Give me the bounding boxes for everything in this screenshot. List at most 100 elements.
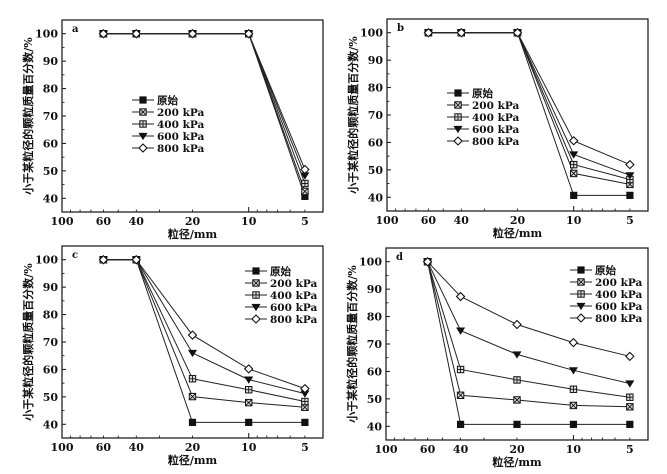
x-tick-label: 100 [51,441,74,454]
legend-item: 原始 [447,87,493,100]
data-point [243,28,254,39]
legend-marker [454,101,462,109]
legend-marker [454,89,462,97]
y-axis-title: 小于某粒径的颗粒质量百分数/% [346,36,360,195]
legend-label: 200 kPa [595,277,642,289]
chart-panel-a: 40 50 60 70 80 90 100 100 60 40 20 10 5 粒径/mm 小于某粒径的颗粒… [21,19,324,241]
legend-label: 800 kPa [472,136,519,148]
y-tick-label: 40 [43,192,59,205]
series-markers-4 [98,254,310,394]
x-tick-label: 20 [510,214,526,227]
legend-label: 400 kPa [157,119,204,131]
legend-label: 原始 [270,265,291,278]
y-tick-label: 50 [43,391,59,404]
y-tick-label: 70 [367,338,383,351]
data-point [301,418,309,426]
chart-panel-d: 40 50 60 70 80 90 100 100 60 40 20 10 5 粒径/mm 小于某粒径的颗粒… [345,247,649,469]
data-point [188,418,197,426]
legend-label: 200 kPa [157,107,204,119]
x-tick-label: 60 [421,214,437,227]
legend-marker [139,96,147,104]
data-point [422,256,433,267]
data-point [244,376,254,384]
x-tick-label: 40 [453,443,469,456]
legend-label: 原始 [595,264,616,277]
data-point [188,375,197,383]
data-point [423,27,434,38]
y-tick-label: 90 [368,54,384,67]
y-tick-label: 50 [43,165,59,178]
legend-marker [139,120,147,128]
y-axis-title: 小于某粒径的颗粒质量百分数/% [21,263,35,422]
y-tick-label: 40 [367,420,383,433]
y-tick-label: 60 [368,136,384,149]
legend-label: 200 kPa [472,100,519,112]
x-tick-label: 5 [626,443,634,456]
legend-label: 200 kPa [270,278,317,290]
legend-item: 原始 [245,265,291,278]
data-point [513,420,521,428]
x-axis-title: 粒径/mm [168,227,218,241]
data-point [513,396,521,404]
legend-item: 200 kPa [245,278,317,290]
legend-item: 400 kPa [132,119,204,131]
x-tick-label: 20 [185,215,201,228]
x-tick-label: 60 [96,441,112,454]
legend-marker [577,278,585,286]
legend-marker [577,266,585,274]
y-tick-label: 80 [368,82,384,95]
y-tick-label: 100 [359,256,382,269]
x-axis-title: 粒径/mm [168,453,218,467]
data-point [568,367,578,375]
data-point [625,159,635,170]
y-tick-label: 80 [367,311,383,324]
y-tick-label: 80 [43,309,59,322]
data-point [456,27,467,38]
legend-item: 800 kPa [132,143,204,155]
data-point [569,151,579,159]
data-point [301,397,309,406]
legend-label: 600 kPa [270,302,317,314]
y-tick-label: 80 [43,83,59,96]
data-point [301,179,309,188]
y-tick-label: 100 [35,254,58,267]
data-point [187,349,198,358]
panel-letter: d [396,252,403,263]
legend-marker [454,113,462,121]
legend-item: 600 kPa [447,124,519,136]
data-point [301,187,309,196]
legend-item: 800 kPa [570,313,642,325]
legend-label: 800 kPa [157,143,204,155]
legend-item: 原始 [132,94,178,107]
data-point [131,254,142,265]
legend-item: 400 kPa [570,289,642,301]
x-tick-label: 60 [420,443,436,456]
legend-label: 600 kPa [472,124,519,136]
data-point [243,364,254,374]
data-point [625,172,635,180]
legend-marker [138,143,148,153]
legend-item: 400 kPa [245,290,317,302]
y-tick-label: 90 [367,283,383,296]
legend-marker [453,136,463,146]
y-tick-label: 100 [360,27,383,40]
data-point [456,420,465,428]
x-tick-label: 5 [626,214,634,227]
data-point [569,420,578,428]
y-tick-label: 40 [43,418,59,431]
data-point [98,254,109,265]
data-point [570,191,578,199]
legend-marker [138,132,148,141]
legend-item: 原始 [570,264,616,277]
x-tick-label: 20 [185,441,201,454]
legend-label: 400 kPa [595,289,642,301]
data-point [513,376,521,384]
x-tick-label: 10 [566,214,582,227]
data-point [569,401,578,410]
data-point [625,351,635,362]
panel-letter: c [72,250,78,261]
legend-item: 600 kPa [132,131,204,143]
